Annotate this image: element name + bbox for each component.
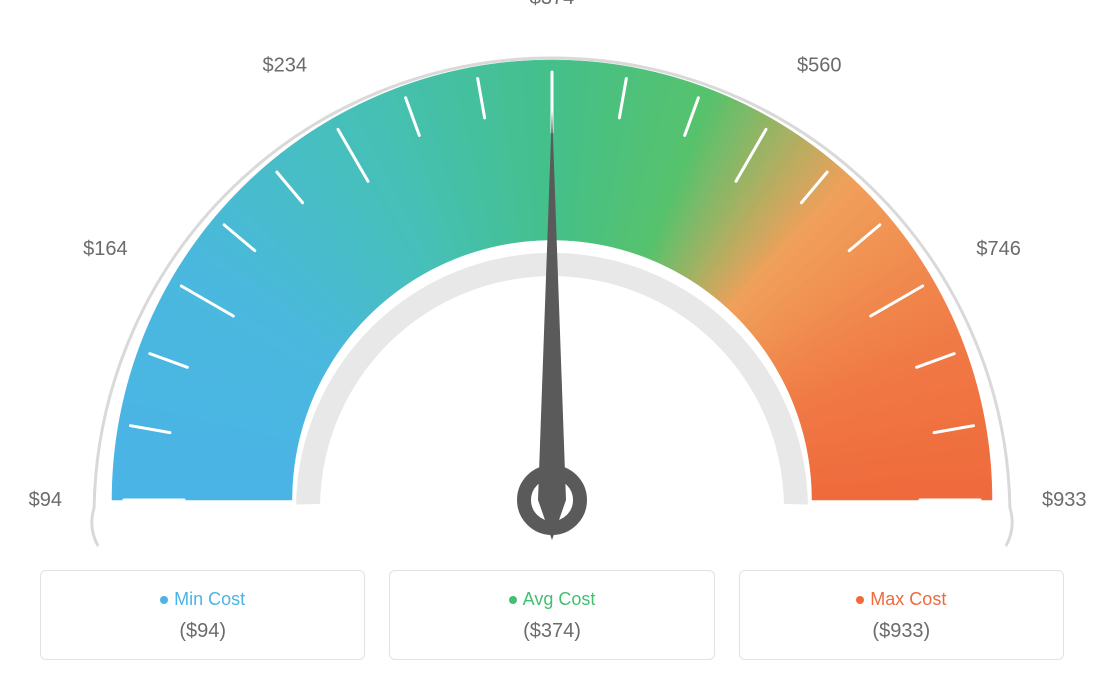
legend-label-max: Max Cost xyxy=(740,589,1063,610)
legend-value-max: ($933) xyxy=(740,620,1063,643)
legend-card-avg: Avg Cost ($374) xyxy=(389,570,714,660)
tick-label: $933 xyxy=(1042,489,1087,511)
tick-label: $234 xyxy=(263,55,308,77)
legend-card-max: Max Cost ($933) xyxy=(739,570,1064,660)
legend-row: Min Cost ($94) Avg Cost ($374) Max Cost … xyxy=(0,570,1104,660)
legend-value-min: ($94) xyxy=(41,620,364,643)
legend-label-text: Max Cost xyxy=(870,589,946,609)
tick-label: $746 xyxy=(976,238,1021,260)
dot-icon xyxy=(509,596,517,604)
cost-gauge: $94 $164 $234 $374 $560 $746 $933 xyxy=(0,0,1104,560)
tick-label: $164 xyxy=(83,238,128,260)
tick-label: $94 xyxy=(29,489,62,511)
legend-value-avg: ($374) xyxy=(390,620,713,643)
legend-label-avg: Avg Cost xyxy=(390,589,713,610)
legend-label-text: Avg Cost xyxy=(523,589,596,609)
gauge-container: $94 $164 $234 $374 $560 $746 $933 xyxy=(0,0,1104,560)
dot-icon xyxy=(160,596,168,604)
dot-icon xyxy=(856,596,864,604)
legend-label-min: Min Cost xyxy=(41,589,364,610)
legend-card-min: Min Cost ($94) xyxy=(40,570,365,660)
tick-label: $374 xyxy=(530,0,575,9)
tick-label: $560 xyxy=(797,55,842,77)
legend-label-text: Min Cost xyxy=(174,589,245,609)
